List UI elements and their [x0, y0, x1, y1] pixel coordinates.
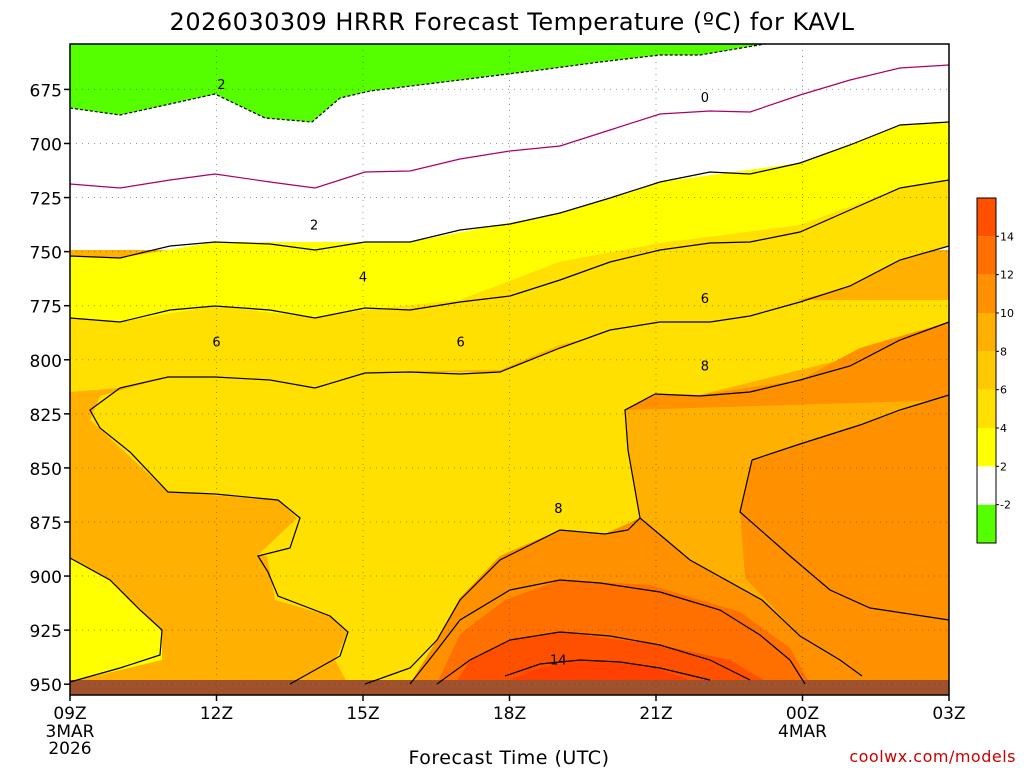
band-2-4-lower-left [70, 558, 162, 682]
y-axis: 675 700 725 750 775 800 825 850 875 900 925 950 [30, 81, 70, 696]
x-tick-label: 18Z [493, 704, 526, 724]
contour-label: 6 [701, 292, 709, 307]
colorbar-label: 6 [1000, 384, 1007, 397]
colorbar-segment [977, 274, 996, 313]
x-axis-title: Forecast Time (UTC) [409, 747, 610, 768]
y-tick-label: 825 [30, 406, 62, 426]
y-tick-label: 750 [30, 244, 62, 264]
contour-label: 6 [457, 335, 465, 350]
contour-line-8-right [751, 394, 950, 461]
contour-label: 0 [701, 91, 709, 106]
x-tick-label: 00Z [786, 704, 819, 724]
colorbar-label: 10 [1000, 307, 1014, 320]
contour-line-4-lower-left [69, 557, 163, 683]
contour-line-0 [69, 64, 950, 189]
contour-label: 2 [217, 78, 225, 93]
contour-line-8-bottom-right [639, 517, 863, 677]
y-tick-label: 775 [30, 298, 62, 318]
x-tick-label: 12Z [200, 704, 233, 724]
band-green-top [70, 44, 765, 122]
y-tick-label: 950 [30, 676, 62, 696]
contour-label: 2 [310, 219, 318, 234]
plot-area [70, 44, 949, 695]
colorbar-segment [977, 389, 996, 428]
colorbar-segment [977, 236, 996, 275]
colorbar-label: 2 [1000, 460, 1007, 473]
contour-line-10 [409, 579, 806, 685]
contour-line-10-right [739, 459, 950, 621]
colorbar-segment [977, 313, 996, 352]
colorbar: -2 2 4 6 8 10 12 14 [976, 197, 1014, 544]
x-tick-sublabel: 2026 [48, 739, 91, 759]
y-tick-label: 700 [30, 135, 62, 155]
colorbar-label: 12 [1000, 269, 1014, 282]
contour-line-12 [436, 631, 751, 685]
y-tick-label: 800 [30, 352, 62, 372]
x-tick-sublabel: 4MAR [778, 722, 827, 742]
colorbar-segment [977, 198, 996, 237]
band-4-6-upper [70, 180, 949, 392]
x-tick-label: 21Z [639, 704, 672, 724]
colorbar-segment [977, 504, 996, 543]
y-tick-label: 675 [30, 81, 62, 101]
colorbar-label: -2 [1000, 499, 1011, 512]
contour-label: 8 [554, 502, 562, 517]
x-tick-label: 03Z [932, 704, 965, 724]
y-tick-label: 725 [30, 190, 62, 210]
colorbar-label: 14 [1000, 230, 1014, 243]
y-tick-label: 850 [30, 460, 62, 480]
contour-line-14 [504, 659, 711, 681]
contour-line-6 [119, 245, 950, 389]
y-tick-label: 925 [30, 622, 62, 642]
contour-label: 8 [701, 359, 709, 374]
band-2-4-main [70, 122, 949, 322]
contour-line-6-lower [89, 387, 349, 685]
colorbar-segment [977, 466, 996, 505]
x-tick-label: 09Z [53, 704, 86, 724]
chart-title: 2026030309 HRRR Forecast Temperature (ºC… [170, 8, 855, 36]
y-tick-label: 875 [30, 514, 62, 534]
x-tick-sublabel: 3MAR [46, 722, 95, 742]
band-8-10-right [740, 395, 949, 620]
contour-line-8-lower [364, 393, 656, 685]
contour-line-8 [654, 321, 950, 397]
contour-label: 14 [550, 653, 567, 668]
colorbar-label: 4 [1000, 422, 1007, 435]
x-tick-label: 15Z [346, 704, 379, 724]
ground-strip [70, 680, 949, 695]
contour-line-2-top [69, 43, 766, 123]
contour-label: 6 [212, 335, 220, 350]
y-tick-label: 900 [30, 568, 62, 588]
colorbar-frame [976, 197, 997, 544]
colorbar-segment [977, 351, 996, 390]
colorbar-segment [977, 428, 996, 467]
colorbar-label: 8 [1000, 345, 1007, 358]
credit-text: coolwx.com/models [849, 747, 1016, 766]
